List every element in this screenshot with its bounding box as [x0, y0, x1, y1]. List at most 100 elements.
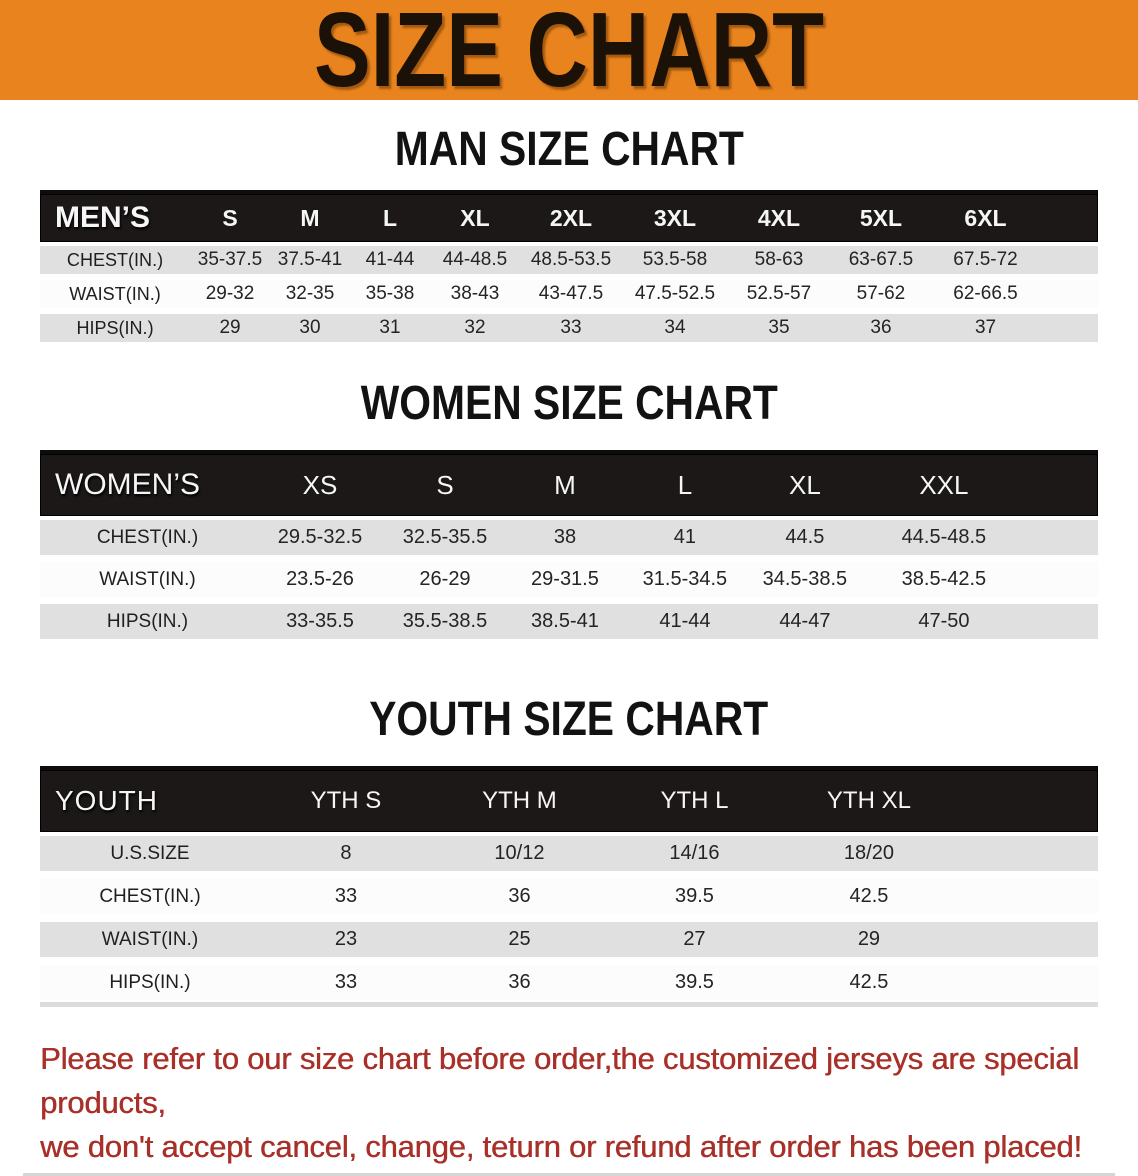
size-value-cell: 32: [464, 317, 486, 338]
size-value-cell: 38.5-41: [531, 610, 599, 632]
size-column-header: M: [300, 204, 320, 231]
size-value-cell: 38-43: [450, 283, 500, 304]
table-bottom-edge: [40, 1002, 1098, 1007]
table-row: CHEST(IN.) 29.5-32.5 32.5-35.5 38 41 44.5 44.5…: [40, 520, 1098, 555]
size-column-header: XL: [460, 204, 490, 231]
size-value-cell: 27: [683, 928, 706, 950]
table-row: U.S.SIZE 8 10/12 14/16 18/20: [40, 836, 1098, 871]
size-value-cell: 32.5-35.5: [402, 526, 488, 548]
size-value-cell: 23.5-26: [286, 568, 354, 590]
row-label-cell: HIPS(IN.): [106, 610, 189, 632]
size-column-header: L: [677, 469, 693, 500]
size-value-cell: 14/16: [669, 842, 720, 864]
size-value-cell: 43-47.5: [538, 283, 604, 304]
row-label-cell: WAIST(IN.): [101, 928, 199, 950]
size-column-header: M: [554, 469, 576, 500]
size-value-cell: 25: [508, 928, 531, 950]
banner-title: SIZE CHART: [314, 0, 824, 110]
size-value-cell: 42.5: [849, 971, 889, 993]
size-column-header: XXL: [919, 469, 969, 500]
size-value-cell: 23: [334, 928, 358, 950]
table-row: HIPS(IN.) 33 36 39.5 42.5: [40, 965, 1098, 1000]
disclaimer-text: Please refer to our size chart before or…: [40, 1037, 1118, 1169]
size-column-header: YTH S: [310, 787, 382, 814]
table-row: WAIST(IN.) 29-32 32-35 35-38 38-43 43-47.5 47.…: [40, 280, 1098, 308]
size-column-header: YTH M: [482, 787, 557, 814]
row-label-cell: HIPS(IN.): [76, 317, 154, 338]
size-value-cell: 29: [857, 928, 881, 950]
size-value-cell: 41-44: [365, 249, 415, 270]
size-value-cell: 35.5-38.5: [402, 610, 488, 632]
size-value-cell: 10/12: [494, 842, 545, 864]
men-section-title: MAN SIZE CHART: [394, 123, 744, 176]
size-value-cell: 30: [299, 317, 321, 338]
row-label-cell: CHEST(IN.): [99, 885, 201, 907]
size-value-cell: 58-63: [754, 249, 804, 270]
size-chart-banner: SIZE CHART: [0, 0, 1138, 110]
size-value-cell: 33: [560, 317, 582, 338]
table-header-label: YOUTH: [55, 785, 158, 816]
size-value-cell: 38.5-42.5: [901, 568, 987, 590]
row-label-cell: CHEST(IN.): [66, 249, 164, 270]
size-value-cell: 33: [334, 885, 358, 907]
size-value-cell: 36: [508, 885, 531, 907]
size-value-cell: 38: [553, 526, 577, 548]
table-header-label: MEN’S: [55, 201, 151, 234]
size-value-cell: 39.5: [674, 971, 714, 993]
size-value-cell: 62-66.5: [953, 283, 1018, 304]
men-size-table: MEN’S S M L XL 2XL 3XL 4XL 5XL 6XL CHEST(IN.) 35-37…: [40, 190, 1098, 342]
size-value-cell: 29-32: [205, 283, 255, 304]
size-value-cell: 47.5-52.5: [634, 283, 716, 304]
size-column-header: YTH L: [660, 787, 729, 814]
disclaimer-line-1: Please refer to our size chart before or…: [40, 1041, 1079, 1120]
size-value-cell: 57-62: [856, 283, 906, 304]
table-row: HIPS(IN.) 33-35.5 35.5-38.5 38.5-41 41-44 44-…: [40, 604, 1098, 639]
table-row: WAIST(IN.) 23.5-26 26-29 29-31.5 31.5-34.5 34…: [40, 562, 1098, 597]
size-value-cell: 29.5-32.5: [277, 526, 363, 548]
size-value-cell: 33: [334, 971, 358, 993]
size-column-header: 2XL: [549, 204, 593, 231]
size-value-cell: 67.5-72: [953, 249, 1018, 270]
size-column-header: 6XL: [964, 204, 1007, 231]
size-value-cell: 44.5-48.5: [901, 526, 987, 548]
size-value-cell: 35-37.5: [197, 249, 263, 270]
size-value-cell: 44.5: [785, 526, 825, 548]
size-value-cell: 34.5-38.5: [762, 568, 848, 590]
youth-size-table: YOUTH YTH S YTH M YTH L YTH XL U.S.SIZE 8 10/12…: [40, 766, 1098, 1007]
size-value-cell: 36: [508, 971, 531, 993]
row-label-cell: CHEST(IN.): [96, 526, 199, 548]
size-value-cell: 47-50: [918, 610, 970, 632]
size-value-cell: 26-29: [419, 568, 471, 590]
size-value-cell: 44-48.5: [442, 249, 508, 270]
youth-section-title: YOUTH SIZE CHART: [369, 693, 769, 746]
size-value-cell: 29-31.5: [531, 568, 599, 590]
size-value-cell: 32-35: [285, 283, 335, 304]
table-header-label: WOMEN’S: [55, 468, 200, 501]
table-header-row: YOUTH YTH S YTH M YTH L YTH XL: [40, 766, 1098, 832]
size-value-cell: 34: [664, 317, 686, 338]
size-value-cell: 8: [340, 842, 352, 864]
size-column-header: 4XL: [757, 204, 801, 231]
table-header-row: MEN’S S M L XL 2XL 3XL 4XL 5XL 6XL: [40, 190, 1098, 242]
size-column-header: 3XL: [653, 204, 697, 231]
size-column-header: YTH XL: [826, 787, 911, 814]
table-header-row: WOMEN’S XS S M L XL XXL: [40, 450, 1098, 516]
size-column-header: XS: [302, 469, 338, 500]
size-column-header: S: [436, 469, 454, 500]
women-size-table: WOMEN’S XS S M L XL XXL CHEST(IN.) 29.5-32.5 32.5…: [40, 450, 1098, 639]
size-value-cell: 31: [379, 317, 401, 338]
row-label-cell: WAIST(IN.): [69, 283, 161, 304]
size-value-cell: 35-38: [365, 283, 415, 304]
row-label-cell: HIPS(IN.): [109, 971, 191, 993]
row-label-cell: U.S.SIZE: [110, 842, 190, 864]
size-value-cell: 31.5-34.5: [642, 568, 728, 590]
table-row: HIPS(IN.) 29 30 31 32 33 34 35 36 37: [40, 314, 1098, 342]
size-value-cell: 39.5: [674, 885, 714, 907]
size-column-header: 5XL: [859, 204, 903, 231]
size-value-cell: 52.5-57: [746, 283, 812, 304]
size-value-cell: 63-67.5: [848, 249, 914, 270]
size-value-cell: 37.5-41: [277, 249, 343, 270]
size-value-cell: 36: [870, 317, 892, 338]
size-value-cell: 18/20: [843, 842, 894, 864]
table-row: CHEST(IN.) 35-37.5 37.5-41 41-44 44-48.5 48.5…: [40, 246, 1098, 274]
